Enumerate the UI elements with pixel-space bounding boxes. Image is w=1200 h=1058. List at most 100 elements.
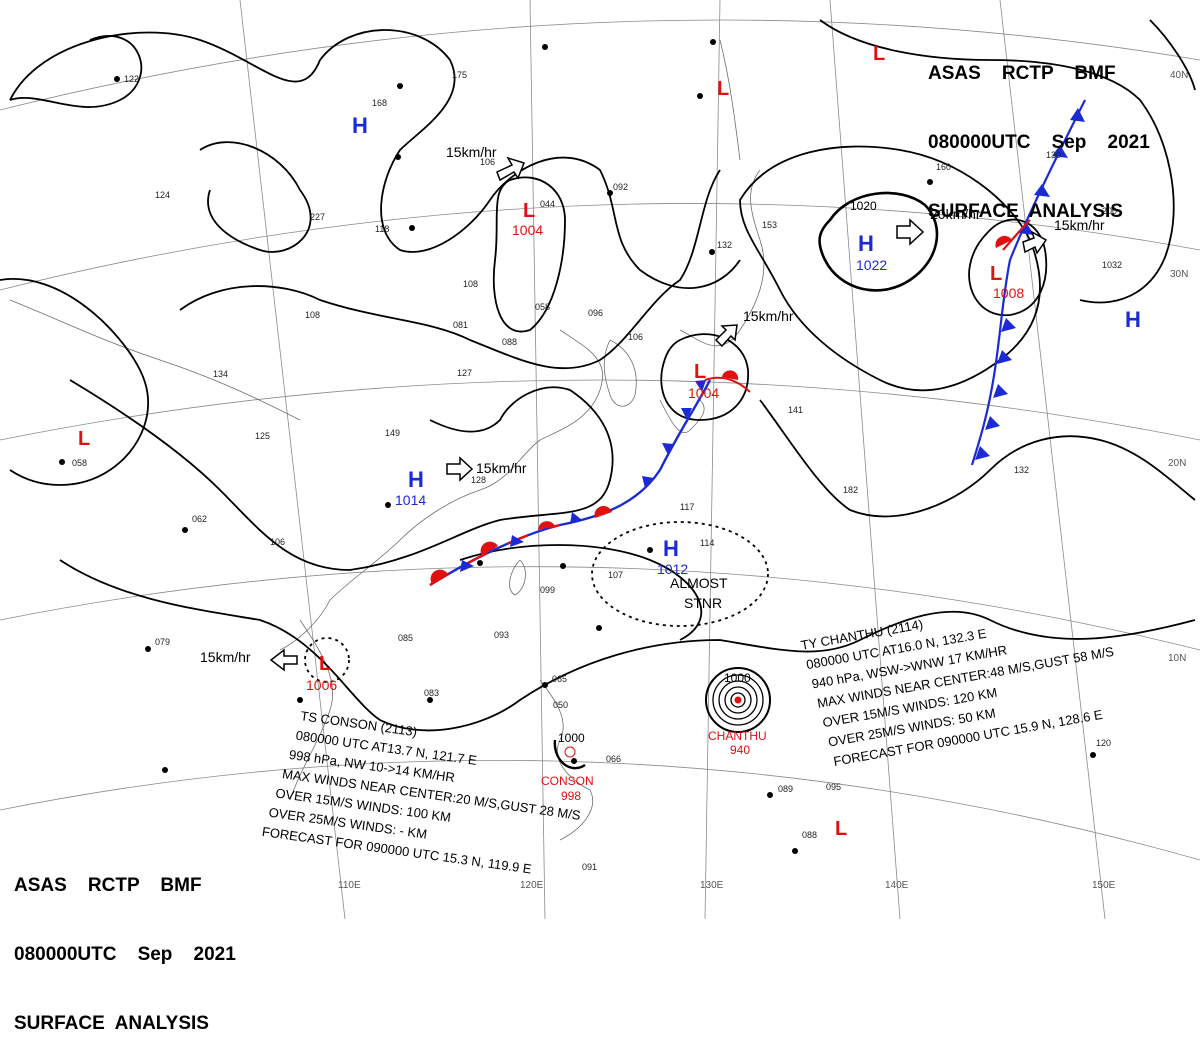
arrow-icon (496, 156, 525, 182)
motion-speed-label: 15km/hr (200, 649, 251, 665)
station-value: 118 (375, 224, 389, 234)
header-top: ASAS RCTP BMF 080000UTC Sep 2021 SURFACE… (928, 16, 1150, 246)
station-value: 175 (452, 70, 467, 80)
coast-taiwan (509, 559, 526, 596)
high-center: H (663, 536, 679, 561)
isobar-label: 1000 (558, 731, 585, 745)
low-center: L (873, 43, 885, 65)
coast-indochina (289, 619, 334, 801)
coastlines (9, 39, 765, 841)
station-value: 106 (628, 332, 643, 342)
longitude-label: 120E (520, 880, 544, 891)
station-value: 114 (700, 538, 714, 548)
station-value: 096 (588, 308, 603, 318)
pressure-centers: H 1014 H 1022 H 1012 H H L 1004 L 1004 L… (78, 43, 1141, 840)
coast-sakhalin (719, 39, 741, 161)
latitude-line-10n (0, 566, 1200, 651)
station-value: 062 (192, 514, 207, 524)
arrow-icon (446, 456, 474, 482)
station-value: 058 (535, 302, 550, 312)
station-value: 108 (463, 279, 478, 289)
motion-speed-label: 20km/hr (930, 206, 981, 222)
high-pressure-value: 1012 (657, 561, 688, 577)
arrow-icon (1022, 230, 1048, 255)
dotted-areas (304, 521, 769, 683)
svg-text:STNR: STNR (684, 595, 722, 611)
low-pressure-value: 1008 (993, 285, 1024, 301)
low-pressure-value: 1004 (512, 222, 543, 238)
motion-speed-label: 15km/hr (446, 144, 497, 160)
conson-marker-name: CONSON (541, 774, 594, 788)
header-bottom-line2: 080000UTC Sep 2021 (14, 944, 236, 965)
station-value: 128 (471, 475, 486, 485)
longitude-label: 110E (338, 880, 361, 891)
low-center: L (990, 263, 1002, 285)
station-value: 168 (372, 98, 387, 108)
isobar-northwest (9, 29, 741, 290)
latitude-line-40n (0, 19, 1200, 111)
cold-front-east (970, 99, 1086, 466)
station-value: 065 (552, 674, 567, 684)
svg-text:ALMOST: ALMOST (670, 575, 728, 591)
low-pressure-value: 1004 (688, 385, 719, 401)
station-value: 106 (270, 537, 285, 547)
station-value: 200 (1102, 206, 1117, 216)
high-center: H (408, 467, 424, 492)
longitude-label: 130E (700, 880, 724, 891)
longitude-line-140e (829, 0, 901, 919)
station-value: 117 (680, 502, 694, 512)
isobar-south-1010 (459, 544, 703, 641)
isobar-south-main (69, 379, 614, 571)
coast-japan (679, 169, 765, 347)
typhoon-chanthu-rings (705, 667, 771, 733)
station-value: 141 (788, 405, 803, 415)
isobar-label: 1020 (850, 199, 877, 213)
longitude-line-150e (999, 0, 1106, 919)
latitude-line-20n (0, 379, 1200, 441)
header-bottom-line1: ASAS RCTP BMF (14, 875, 202, 896)
high-center: H (1125, 307, 1141, 332)
station-value: 089 (778, 784, 793, 794)
station-value: 1032 (1102, 260, 1122, 270)
isobar-upper-band (199, 141, 312, 253)
latitude-label: 10N (1168, 653, 1186, 664)
header-top-line2: 080000UTC Sep 2021 (928, 132, 1150, 153)
station-value: 132 (717, 240, 732, 250)
dotted-area-1006 (304, 637, 350, 683)
coast-east-asia (279, 329, 603, 651)
station-value: 088 (802, 830, 817, 840)
station-value: 088 (502, 337, 517, 347)
storm-conson-rings (553, 739, 586, 770)
warm-front-east (1002, 219, 1031, 251)
low-center: L (523, 200, 535, 222)
isobar-label: 1000 (724, 671, 751, 685)
graticule (0, 0, 1200, 919)
cold-front-triangles (460, 380, 706, 572)
latitude-label: 40N (1170, 70, 1188, 81)
station-value: 160 (936, 162, 951, 172)
station-value: 227 (310, 212, 325, 222)
isobar-northwest-inner (9, 35, 143, 108)
chanthu-marker-name: CHANTHU (708, 729, 767, 743)
header-bottom-line3: SURFACE ANALYSIS (14, 1013, 209, 1034)
longitude-line-130e (704, 0, 721, 919)
isobar-labels: 1020 1000 1000 (558, 199, 877, 745)
latitude-label: 20N (1168, 458, 1186, 469)
high-pressure-value: 1014 (395, 492, 426, 508)
latitude-line-30n (0, 203, 1200, 291)
station-value: 095 (826, 782, 841, 792)
station-value: 093 (494, 630, 509, 640)
frontal-systems (429, 99, 1086, 587)
low-center: L (694, 361, 706, 383)
station-value: 079 (155, 637, 170, 647)
arrow-icon (896, 218, 925, 246)
station-value: 092 (613, 182, 628, 192)
isobar-1004-north (492, 176, 566, 333)
station-value: 130 (1046, 150, 1061, 160)
station-value: 044 (540, 199, 555, 209)
high-center: H (858, 231, 874, 256)
header-top-line1: ASAS RCTP BMF (928, 63, 1116, 84)
arrow-icon (714, 324, 738, 348)
station-value: 099 (540, 585, 555, 595)
motion-speed-label: 15km/hr (476, 460, 527, 476)
